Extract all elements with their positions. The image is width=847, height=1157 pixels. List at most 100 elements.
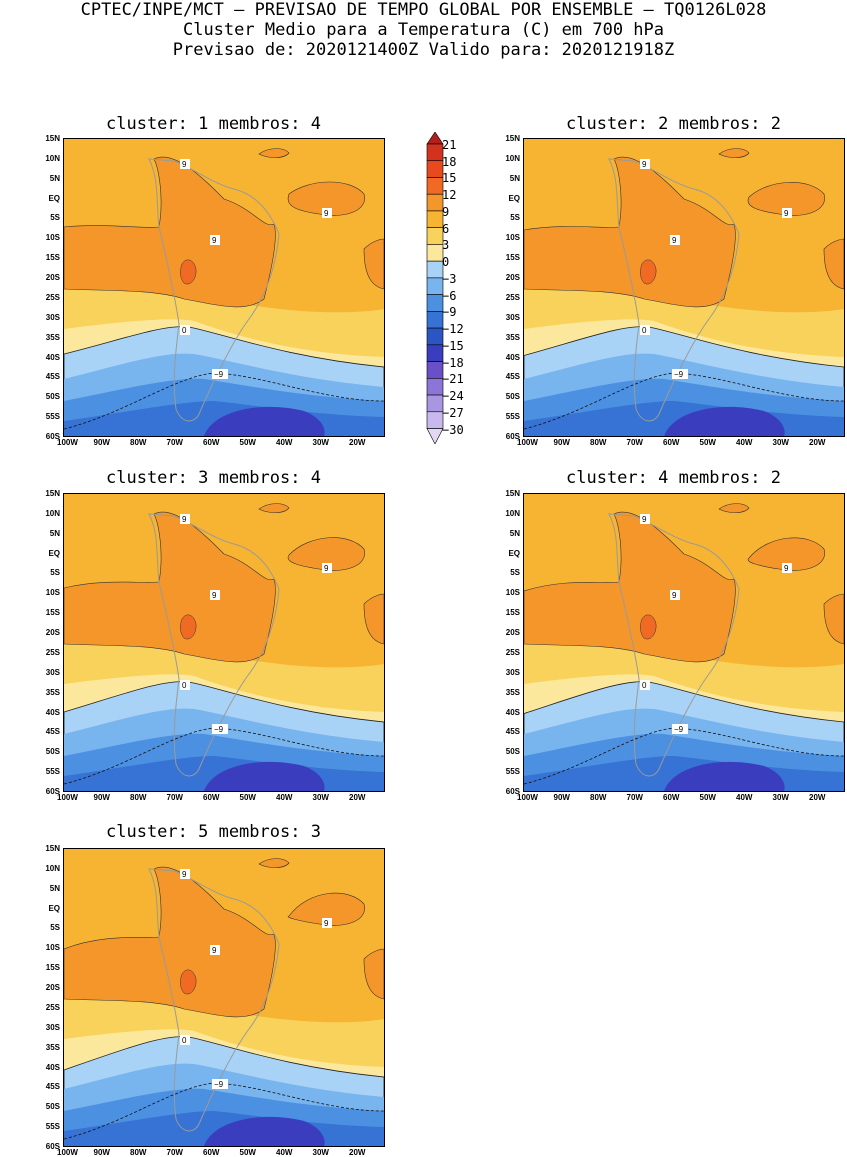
contour-label: 0 [182,681,187,690]
lat-tick-label: 5N [509,173,520,183]
lat-tick-label: 5S [50,213,60,223]
lat-tick-label: 45S [505,372,520,382]
panel-title: cluster: 5 membros: 3 [106,822,321,842]
lat-tick-label: 60S [505,787,520,796]
lon-tick-label: 90W [93,438,110,447]
lat-tick-label: 25S [45,292,60,302]
colorbar-swatch [426,361,444,379]
colorbar-label: −12 [442,322,464,337]
lat-tick-label: 30S [45,1022,60,1032]
contour-label: 9 [182,870,187,879]
lat-tick-label: 15S [505,253,520,263]
colorbar-swatch [426,327,444,346]
colorbar-swatch [426,294,444,312]
lat-tick-label: 55S [45,412,60,422]
lat-tick-label: 10N [45,863,60,873]
lon-tick-label: 50W [239,438,256,447]
lon-tick-label: 60W [663,793,680,802]
colorbar-swatch [426,193,444,212]
colorbar-swatch [426,227,444,245]
colorbar-label: 12 [442,188,457,203]
lat-tick-label: 55S [45,1122,60,1132]
lat-tick-label: 20S [505,628,520,638]
lat-tick-label: 50S [505,747,520,757]
lat-tick-label: 40S [45,352,60,362]
colorbar-label: −15 [442,338,464,353]
lat-tick-label: 35S [45,332,60,342]
contour-label: 9 [784,209,789,218]
lat-tick-label: 10S [505,233,520,243]
lat-tick-label: 15N [505,489,520,498]
lat-tick-label: 15N [505,134,520,143]
colorbar-label: −9 [442,305,457,320]
colorbar-swatch [426,210,444,228]
contour-label: −9 [214,725,224,734]
colorbar-legend [425,131,445,448]
lat-tick-label: 60S [505,432,520,441]
panel-title: cluster: 3 membros: 4 [106,468,321,488]
lon-tick-label: 60W [203,1148,220,1157]
lat-tick-label: 55S [505,412,520,422]
lat-tick-label: 15N [45,844,60,853]
panel-title: cluster: 2 membros: 2 [566,114,781,134]
contour-label: 0 [642,326,647,335]
lat-tick-label: 20S [505,273,520,283]
lon-tick-label: 70W [166,793,183,802]
lat-tick-label: 35S [45,1042,60,1052]
colorbar-swatch [426,131,444,145]
lon-tick-label: 50W [699,438,716,447]
lat-tick-label: EQ [48,903,60,913]
lon-tick-label: 40W [276,1148,293,1157]
colorbar-swatch [426,344,444,362]
colorbar-label: −21 [442,372,464,387]
lat-tick-label: 25S [45,1002,60,1012]
colorbar-swatch [426,411,444,429]
lat-tick-label: EQ [48,193,60,203]
lat-tick-label: 55S [505,767,520,777]
contour-label: 9 [784,564,789,573]
contour-label: 9 [672,591,677,600]
lon-tick-label: 80W [130,793,147,802]
lat-tick-label: 40S [45,1062,60,1072]
lon-tick-label: 70W [626,438,643,447]
lon-tick-label: 20W [349,438,366,447]
colorbar-swatch [426,260,444,279]
lat-tick-label: 10N [505,508,520,518]
temperature-map: 9 9 9 0 −9 [63,848,385,1147]
lon-tick-label: 100W [57,438,78,447]
lon-tick-label: 60W [203,793,220,802]
lat-tick-label: 15S [45,608,60,618]
lat-tick-label: 30S [45,667,60,677]
lat-tick-label: 50S [505,392,520,402]
lon-tick-label: 80W [590,793,607,802]
lat-tick-label: 25S [505,292,520,302]
lat-tick-label: 5N [49,883,60,893]
lat-tick-label: 10N [45,508,60,518]
contour-label: 9 [212,946,217,955]
lat-tick-label: 20S [45,273,60,283]
colorbar-swatch [426,160,444,178]
temperature-map: 9 9 9 0 −9 [63,493,385,792]
lat-tick-label: 5S [510,213,520,223]
contour-label: 9 [212,236,217,245]
lon-tick-label: 20W [809,793,826,802]
contour-label: 9 [642,160,647,169]
lon-tick-label: 100W [57,793,78,802]
contour-label: 9 [672,236,677,245]
lat-tick-label: 45S [505,727,520,737]
colorbar-label: −3 [442,271,457,286]
lon-tick-label: 30W [312,793,329,802]
lon-tick-label: 90W [553,438,570,447]
lon-tick-label: 70W [166,1148,183,1157]
temperature-map: 9 9 9 0 −9 [63,138,385,437]
lon-tick-label: 50W [699,793,716,802]
lat-tick-label: 5S [510,568,520,578]
lat-tick-label: 50S [45,1102,60,1112]
colorbar-swatch [426,143,444,162]
lat-tick-label: 25S [505,647,520,657]
contour-label: 9 [182,160,187,169]
colorbar-swatch [426,394,444,413]
lat-tick-label: 30S [505,667,520,677]
lon-tick-label: 50W [239,793,256,802]
colorbar-swatch [426,428,444,445]
